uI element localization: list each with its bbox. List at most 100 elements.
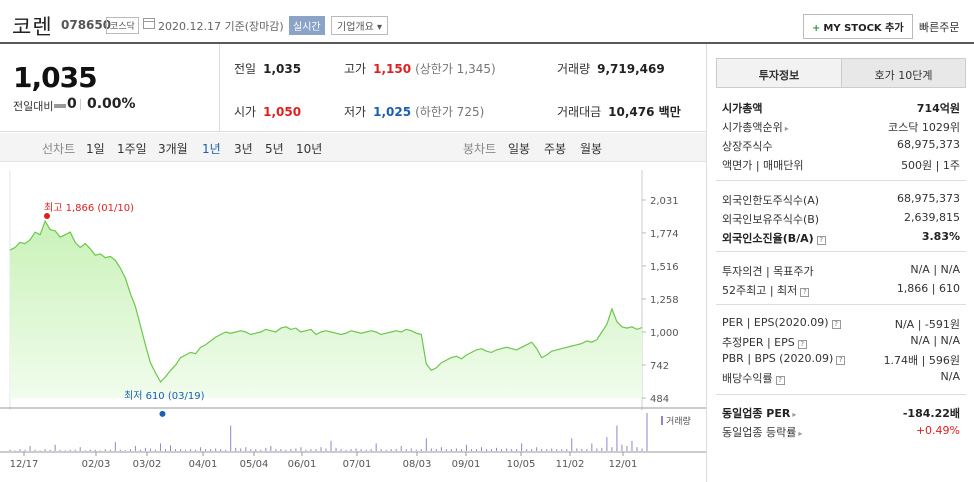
volume-bar <box>435 449 437 451</box>
volume-bar <box>134 445 136 451</box>
volume-bar <box>631 440 633 451</box>
volume-bar <box>129 449 131 451</box>
volume-bar <box>496 447 498 451</box>
stock-name: 코렌 <box>12 15 53 39</box>
volume-bar <box>255 449 257 451</box>
x-tick-label: 09/01 <box>452 459 481 470</box>
volume-bar <box>170 445 172 451</box>
volume-bar <box>531 449 533 451</box>
add-mystock-label: MY STOCK 추가 <box>823 23 904 34</box>
volume-bar <box>139 449 141 451</box>
range-1w[interactable]: 1주일 <box>117 142 147 156</box>
volume-bar <box>521 443 523 451</box>
help-icon[interactable]: ? <box>797 340 807 349</box>
volume-bar <box>491 449 493 451</box>
volume-bar <box>89 449 91 451</box>
company-overview-dropdown[interactable]: 기업개요 ▾ <box>331 16 388 35</box>
tab-order-book[interactable]: 호가 10단계 <box>841 59 965 87</box>
info-label: 투자의견 | 목표주가 <box>722 265 814 278</box>
range-3m[interactable]: 3개월 <box>158 142 188 156</box>
volume-bar <box>581 449 583 451</box>
panel-divider <box>716 304 966 305</box>
volume-bar <box>290 449 292 451</box>
volume-bar <box>606 437 608 451</box>
volume-bar <box>506 448 508 451</box>
volume-bar <box>159 443 161 451</box>
volume-bar <box>190 449 192 451</box>
volume-bar <box>486 449 488 451</box>
help-icon[interactable]: ? <box>836 356 846 365</box>
range-3y[interactable]: 3년 <box>234 142 253 156</box>
high-label: 최고 1,866 (01/10) <box>44 202 134 214</box>
add-mystock-button[interactable]: + MY STOCK 추가 <box>803 14 913 39</box>
candle-monthly[interactable]: 월봉 <box>580 142 603 156</box>
volume-bar <box>370 449 372 451</box>
high-price: 고가 1,150 (상한가 1,345) <box>344 62 496 76</box>
y-tick-label: 742 <box>650 361 669 372</box>
range-10y[interactable]: 10년 <box>296 142 323 156</box>
help-icon[interactable]: ? <box>775 376 785 385</box>
triangle-icon: ▸ <box>784 124 789 133</box>
range-5y[interactable]: 5년 <box>265 142 284 156</box>
divider <box>219 44 220 132</box>
calendar-icon <box>143 18 155 29</box>
volume-bar <box>144 447 146 451</box>
x-tick-label: 07/01 <box>343 459 372 470</box>
volume-bar <box>69 449 71 451</box>
candle-weekly[interactable]: 주봉 <box>544 142 567 156</box>
volume-bar <box>195 449 197 451</box>
volume-bar <box>310 449 312 451</box>
divider <box>80 99 81 110</box>
info-value: N/A | N/A <box>910 263 960 276</box>
volume-bar <box>596 448 598 451</box>
help-icon[interactable]: ? <box>800 288 810 297</box>
volume-bar <box>164 449 166 451</box>
volume-bar <box>14 450 16 451</box>
candle-chart-label: 봉차트 <box>463 142 497 156</box>
high-marker <box>44 213 50 219</box>
current-price: 1,035 <box>13 61 98 94</box>
price-line <box>9 219 643 383</box>
range-1d[interactable]: 1일 <box>86 142 105 156</box>
price-chart[interactable]: 2,031 1,774 1,516 1,258 1,000 742 484 최고 1,866 … <box>0 170 706 482</box>
volume-bar <box>390 449 392 451</box>
volume-bar <box>210 449 212 451</box>
divider <box>706 44 707 482</box>
volume-bar <box>601 447 603 451</box>
volume-bar <box>154 449 156 451</box>
volume-bar <box>410 448 412 451</box>
quick-order-link[interactable]: 빠른주문 <box>919 21 960 34</box>
volume-bar <box>149 448 151 451</box>
help-icon[interactable]: ? <box>831 320 841 329</box>
volume-bar <box>300 447 302 451</box>
volume-bar <box>455 448 457 451</box>
realtime-button[interactable]: 실시간 <box>289 16 325 35</box>
open-price: 시가 1,050 <box>234 105 302 119</box>
volume-bar <box>99 450 101 451</box>
volume-bar <box>591 443 593 451</box>
panel-divider <box>716 251 966 252</box>
y-tick-label: 1,000 <box>650 328 679 339</box>
volume-bar <box>44 449 46 451</box>
volume-bar <box>360 449 362 451</box>
info-label: 동일업종 PER ▸ <box>722 407 797 420</box>
volume-bar <box>380 449 382 451</box>
x-tick-label: 05/04 <box>240 459 269 470</box>
volume-bar <box>450 449 452 451</box>
volume-bar <box>611 447 613 451</box>
volume-bar <box>526 449 528 451</box>
help-icon[interactable]: ? <box>816 236 826 245</box>
y-tick-label: 1,516 <box>650 262 679 273</box>
volume-bar <box>541 449 543 451</box>
low-label: 최저 610 (03/19) <box>124 390 205 402</box>
volume-bar <box>586 449 588 451</box>
volume-bar <box>59 449 61 451</box>
y-tick-label: 1,258 <box>650 295 679 306</box>
volume-bar <box>646 413 648 451</box>
change-rate: 0.00% <box>87 96 136 112</box>
volume-bar <box>220 449 222 451</box>
tab-investment-info[interactable]: 투자정보 <box>717 59 841 87</box>
volume-bar <box>119 449 121 451</box>
candle-daily[interactable]: 일봉 <box>508 142 531 156</box>
range-1y[interactable]: 1년 <box>202 142 221 156</box>
